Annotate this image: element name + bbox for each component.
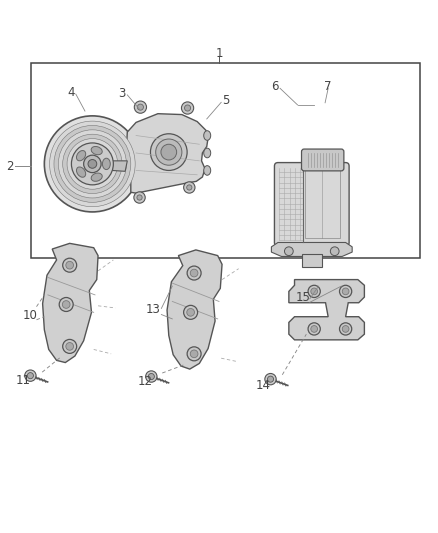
Ellipse shape bbox=[204, 148, 211, 158]
Polygon shape bbox=[42, 244, 98, 362]
Circle shape bbox=[88, 159, 97, 168]
Circle shape bbox=[187, 347, 201, 361]
Circle shape bbox=[268, 376, 274, 382]
Text: 7: 7 bbox=[325, 80, 332, 93]
Circle shape bbox=[71, 143, 113, 185]
Circle shape bbox=[150, 134, 187, 171]
Circle shape bbox=[25, 370, 36, 381]
Text: 2: 2 bbox=[7, 159, 14, 173]
Circle shape bbox=[66, 343, 74, 350]
Circle shape bbox=[134, 101, 147, 113]
Circle shape bbox=[330, 247, 339, 256]
Text: 3: 3 bbox=[118, 87, 126, 100]
Text: 13: 13 bbox=[146, 303, 161, 316]
Circle shape bbox=[66, 261, 74, 269]
Bar bbox=[31, 63, 420, 258]
Circle shape bbox=[138, 104, 144, 110]
Circle shape bbox=[308, 323, 320, 335]
Circle shape bbox=[342, 326, 349, 332]
Circle shape bbox=[62, 301, 70, 308]
Polygon shape bbox=[125, 114, 208, 193]
Text: 12: 12 bbox=[138, 375, 153, 388]
Ellipse shape bbox=[77, 167, 86, 177]
Circle shape bbox=[63, 258, 77, 272]
Text: 14: 14 bbox=[256, 379, 271, 392]
Text: 15: 15 bbox=[295, 292, 310, 304]
Text: 6: 6 bbox=[271, 80, 279, 93]
Circle shape bbox=[187, 266, 201, 280]
Text: 4: 4 bbox=[68, 86, 75, 99]
Circle shape bbox=[342, 288, 349, 295]
Circle shape bbox=[184, 305, 198, 319]
Text: 10: 10 bbox=[23, 309, 38, 322]
FancyBboxPatch shape bbox=[301, 149, 344, 171]
Circle shape bbox=[146, 371, 157, 382]
Circle shape bbox=[58, 130, 127, 198]
Circle shape bbox=[59, 297, 73, 311]
Circle shape bbox=[63, 340, 77, 353]
FancyBboxPatch shape bbox=[275, 163, 349, 246]
Polygon shape bbox=[167, 250, 222, 369]
Ellipse shape bbox=[91, 173, 102, 181]
Circle shape bbox=[184, 182, 195, 193]
Circle shape bbox=[311, 288, 318, 295]
Circle shape bbox=[181, 102, 194, 114]
Text: 11: 11 bbox=[16, 374, 31, 387]
Circle shape bbox=[339, 285, 352, 297]
Circle shape bbox=[134, 192, 145, 203]
Circle shape bbox=[63, 134, 122, 193]
Circle shape bbox=[265, 374, 276, 385]
Circle shape bbox=[161, 144, 177, 160]
Circle shape bbox=[187, 309, 194, 316]
Bar bbox=[305, 171, 340, 238]
Circle shape bbox=[184, 105, 191, 111]
Circle shape bbox=[137, 195, 142, 200]
Ellipse shape bbox=[91, 147, 102, 155]
Circle shape bbox=[44, 116, 141, 212]
Circle shape bbox=[67, 139, 118, 189]
Polygon shape bbox=[272, 243, 352, 256]
Circle shape bbox=[27, 373, 33, 379]
Circle shape bbox=[285, 247, 293, 256]
Circle shape bbox=[54, 125, 131, 203]
Circle shape bbox=[308, 285, 320, 297]
Circle shape bbox=[84, 155, 101, 173]
Polygon shape bbox=[109, 161, 127, 171]
Circle shape bbox=[187, 185, 192, 190]
Text: 1: 1 bbox=[215, 47, 223, 60]
Circle shape bbox=[190, 350, 198, 358]
Ellipse shape bbox=[204, 131, 211, 140]
Circle shape bbox=[49, 121, 135, 207]
Bar bbox=[302, 254, 321, 266]
Circle shape bbox=[339, 323, 352, 335]
Circle shape bbox=[190, 269, 198, 277]
Circle shape bbox=[148, 374, 154, 379]
Circle shape bbox=[155, 139, 182, 165]
Text: 5: 5 bbox=[222, 94, 229, 107]
Circle shape bbox=[311, 326, 318, 332]
Ellipse shape bbox=[204, 166, 211, 175]
Polygon shape bbox=[289, 280, 364, 340]
Ellipse shape bbox=[77, 150, 86, 161]
Ellipse shape bbox=[102, 158, 110, 169]
